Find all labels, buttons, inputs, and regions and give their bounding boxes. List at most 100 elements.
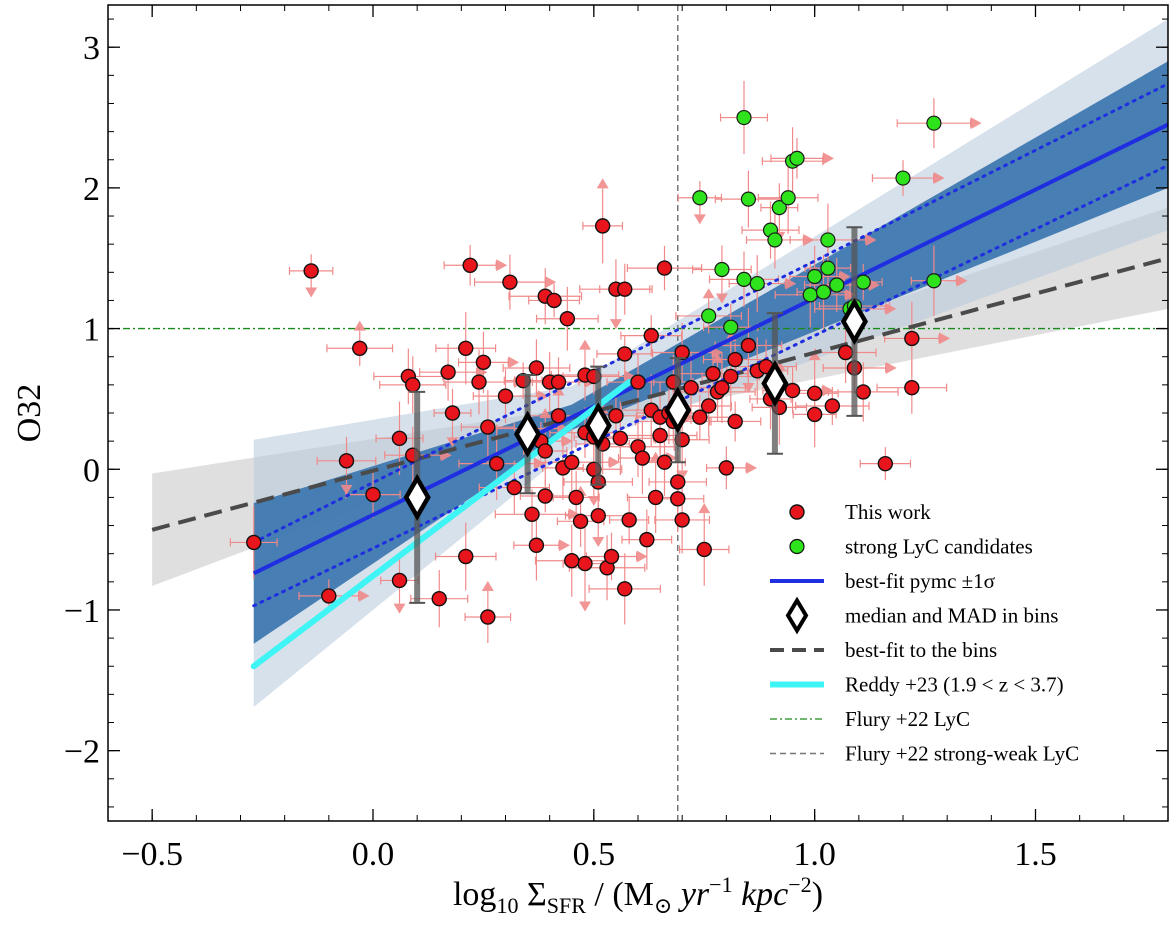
this-work-limit-arrow: [353, 320, 366, 331]
this-work-limit-arrow: [624, 370, 636, 383]
lyc-limit-arrow: [970, 117, 982, 130]
this-work-point: [824, 398, 841, 414]
this-work-point: [639, 531, 655, 548]
this-work-limit-arrow: [508, 356, 520, 369]
lyc-limit-arrow: [715, 293, 728, 304]
this-work-limit-arrow: [393, 603, 406, 614]
lyc-candidate-point: [820, 260, 836, 276]
this-work-point: [670, 491, 686, 507]
this-work-point: [559, 311, 576, 327]
this-work-limit-arrow: [712, 346, 724, 359]
this-work-point: [740, 337, 757, 354]
this-work-limit-arrow: [596, 178, 609, 189]
lyc-candidate-point: [895, 170, 911, 186]
legend-marker-lyc: [789, 538, 805, 555]
this-work-limit-arrow: [742, 382, 755, 393]
this-work-point: [855, 384, 871, 400]
this-work-point: [621, 512, 637, 528]
this-work-point: [806, 385, 823, 402]
bin-median-diamond: [664, 386, 692, 434]
this-work-point: [723, 368, 739, 385]
this-work-point: [572, 513, 589, 530]
this-work-point: [603, 548, 620, 565]
this-work-limit-arrow: [746, 461, 758, 474]
legend-marker-this-work: [789, 504, 805, 520]
this-work-point: [431, 591, 447, 607]
lyc-limit-arrow: [933, 172, 945, 185]
this-work-point: [590, 508, 606, 524]
this-work-limit-arrow: [481, 580, 494, 591]
this-work-point: [714, 379, 730, 396]
this-work-limit-arrow: [496, 259, 508, 272]
lyc-limit-arrow: [839, 270, 851, 283]
this-work-point: [352, 340, 368, 356]
lyc-candidate-point: [767, 232, 783, 248]
this-work-limit-arrow: [609, 319, 622, 330]
this-work-point: [528, 360, 545, 376]
median-bins: [403, 226, 869, 604]
lyc-candidate-point: [807, 268, 823, 285]
this-work-point: [497, 388, 514, 404]
this-work-point: [405, 377, 421, 393]
lyc-candidate-point: [736, 271, 752, 287]
lyc-limit-arrow: [956, 274, 968, 287]
legend-label: best-fit pymc ±1σ: [845, 569, 995, 593]
legend: This work strong LyC candidates best-fit p…: [770, 500, 1079, 766]
lyc-candidate-point: [802, 287, 818, 303]
this-work-point: [806, 406, 823, 423]
this-work-point: [683, 379, 699, 396]
this-work-point: [550, 408, 567, 424]
this-work-point: [391, 430, 408, 447]
this-work-point: [480, 419, 496, 435]
legend-label: Reddy +23 (1.9 < z < 3.7): [845, 673, 1064, 697]
lyc-candidate-point: [926, 115, 942, 131]
this-work-point: [674, 512, 690, 528]
this-work-point: [692, 409, 708, 425]
this-work-point: [488, 455, 505, 472]
lyc-candidate-point: [740, 191, 757, 207]
y-tick-label: 0: [83, 452, 100, 489]
this-work-point: [608, 408, 624, 424]
pymc-lower-sigma: [252, 163, 1168, 608]
lyc-limit-arrow: [865, 233, 877, 246]
this-work-point: [458, 340, 474, 356]
this-work-point: [365, 486, 381, 503]
x-tick-label: 1.0: [793, 836, 836, 873]
this-work-point: [877, 455, 894, 472]
y-axis-label: O32: [11, 384, 48, 443]
lyc-candidate-point: [701, 308, 717, 324]
y-tick-label: −2: [64, 734, 100, 771]
lyc-candidate-point: [723, 319, 739, 335]
reddy-relation-line: [250, 379, 633, 670]
this-work-point: [524, 506, 540, 522]
this-work-point: [700, 398, 717, 414]
this-work-point: [617, 281, 633, 297]
lyc-candidate-point: [692, 190, 708, 206]
this-work-point: [506, 479, 523, 496]
this-work-limit-arrow: [711, 352, 724, 363]
this-work-limit-arrow: [822, 384, 834, 397]
this-work-point: [696, 541, 712, 558]
x-axis-label: log10 ΣSFR / (M⊙ yr−1 kpc−2): [453, 872, 823, 918]
legend-label: Flury +22 strong-weak LyC: [845, 742, 1079, 766]
this-work-point: [440, 364, 456, 380]
this-work-limit-arrow: [608, 456, 620, 469]
y-tick-label: −1: [64, 593, 100, 630]
this-work-point: [656, 454, 673, 470]
this-work-point: [546, 292, 562, 309]
this-work-point: [480, 609, 496, 625]
x-tick-label: 1.5: [1014, 836, 1057, 873]
x-tick-label: −0.5: [121, 836, 183, 873]
lyc-candidate-point: [749, 275, 765, 292]
this-work-point: [652, 427, 668, 444]
this-work-point: [338, 453, 355, 469]
lyc-limit-arrow: [823, 152, 835, 165]
this-work-limit-arrow: [885, 361, 897, 374]
this-work-point: [537, 443, 553, 459]
this-work-point: [705, 365, 721, 382]
lyc-candidate-point: [736, 109, 752, 126]
this-work-point: [577, 555, 593, 572]
bin-median-diamond: [584, 402, 612, 450]
this-work-point: [391, 572, 408, 589]
this-work-point: [475, 354, 492, 371]
